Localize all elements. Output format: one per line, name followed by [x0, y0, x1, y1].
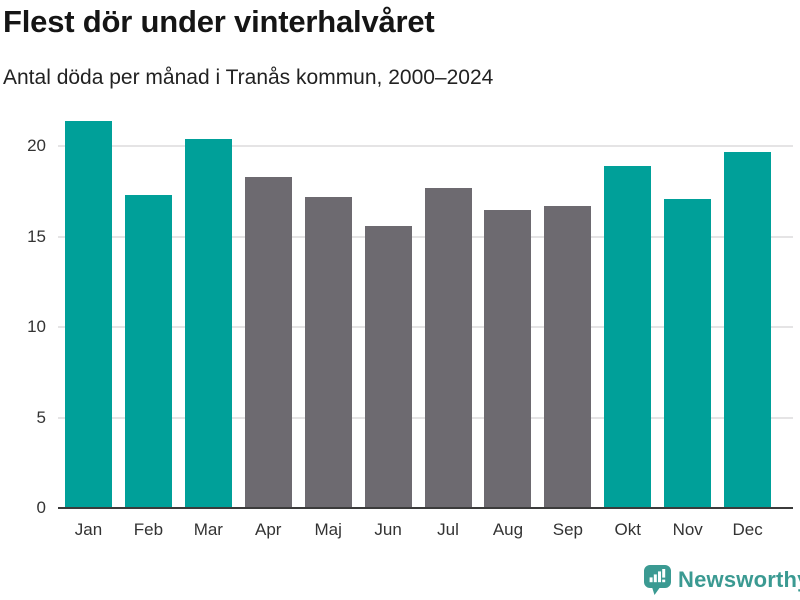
- x-axis-tick-sep: Sep: [552, 520, 583, 539]
- x-axis-tick-jun: Jun: [374, 520, 402, 539]
- brand-name: Newsworthy: [678, 567, 800, 592]
- x-axis-tick-apr: Apr: [255, 520, 282, 539]
- x-axis-tick-maj: Maj: [314, 520, 342, 539]
- x-axis-tick-okt: Okt: [614, 520, 641, 539]
- x-axis-tick-aug: Aug: [492, 520, 524, 539]
- y-axis-tick-10: 10: [27, 317, 46, 337]
- bar-aug: [484, 209, 532, 508]
- x-axis-tick-nov: Nov: [672, 520, 703, 539]
- x-axis-tick-dec: Dec: [732, 520, 763, 539]
- bar-nov: [664, 198, 712, 508]
- x-axis-tick-feb: Feb: [133, 520, 164, 539]
- bar-sep: [544, 205, 592, 508]
- chart-subtitle: Antal döda per månad i Tranås kommun, 20…: [3, 66, 494, 89]
- x-axis-tick-mar: Mar: [193, 520, 223, 539]
- x-axis-line: [58, 507, 793, 509]
- chart-title: Flest dör under vinterhalvåret: [3, 4, 435, 39]
- y-axis-tick-0: 0: [36, 498, 46, 517]
- x-axis-tick-jan: Jan: [74, 520, 103, 539]
- bar-feb: [124, 195, 172, 508]
- chart-area: [58, 100, 793, 508]
- bar-jul: [424, 187, 472, 508]
- gridline-20: [58, 145, 793, 148]
- y-axis-tick-20: 20: [27, 136, 46, 156]
- bar-dec: [724, 151, 772, 508]
- x-axis-tick-jul: Jul: [437, 520, 459, 539]
- bar-apr: [244, 176, 292, 508]
- bar-maj: [304, 196, 352, 508]
- bar-jan: [65, 120, 112, 508]
- y-axis-tick-15: 15: [27, 226, 46, 246]
- newsworthy-logo-icon: [644, 565, 671, 595]
- brand-attribution: Newsworthy: [644, 565, 800, 595]
- bar-mar: [184, 138, 232, 508]
- bar-jun: [364, 225, 412, 508]
- y-axis-tick-5: 5: [36, 407, 46, 427]
- bar-okt: [604, 166, 652, 508]
